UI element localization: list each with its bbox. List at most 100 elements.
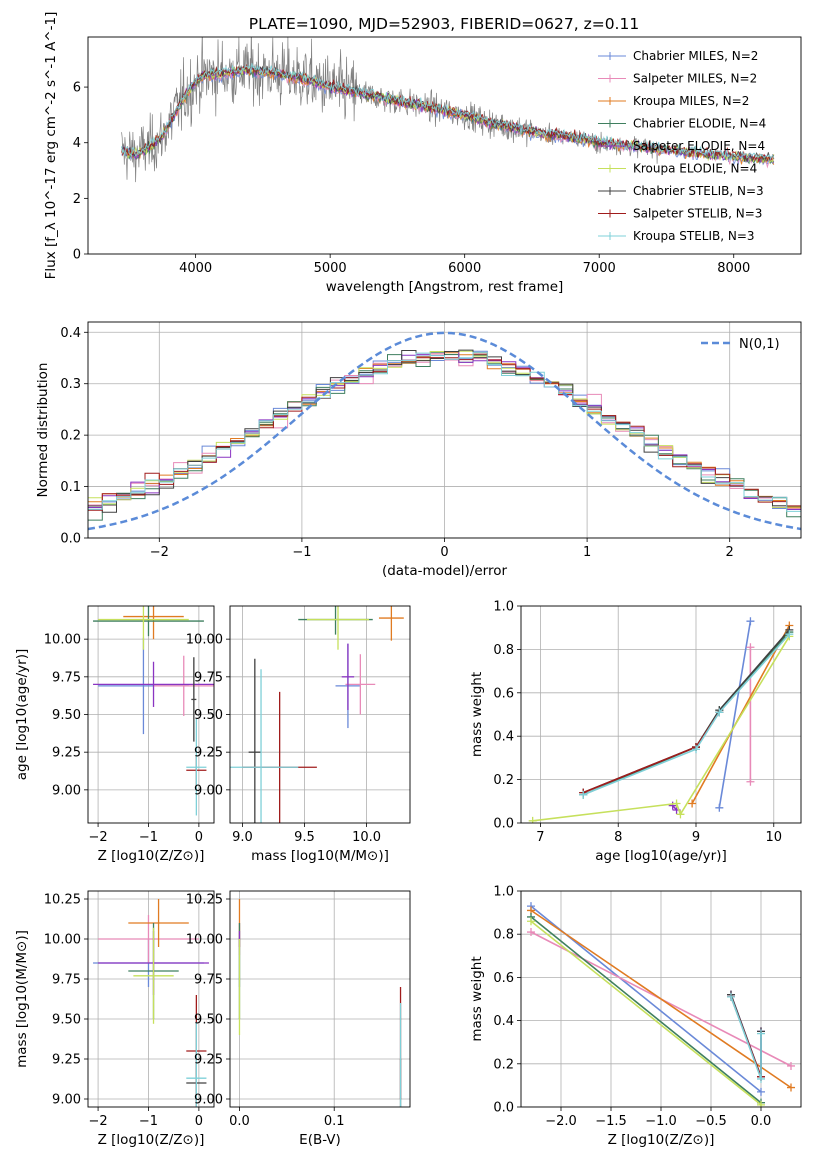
spectrum-ylabel: Flux [f_λ 10^-17 erg cm^-2 s^-1 A^-1] <box>43 12 59 280</box>
massweight_vs_Z-ytick-label: 0.2 <box>493 1057 514 1072</box>
mass_vs_Z-ytick-label: 9.50 <box>52 1013 81 1028</box>
spectrum-frame <box>87 36 802 255</box>
mass_vs_EBV-axes: 0.0 0.1 9.00 9.25 9.50 9.75 10.00 10.25 E(B-V) <box>186 890 411 1148</box>
residuals-ylabel: Normed distribution <box>35 363 51 498</box>
massweight_vs_Z-xtick-label: −1.5 <box>595 1114 627 1129</box>
massweight_vs_age-series-line <box>532 635 790 822</box>
massweight_vs_age-xtick-label: 9 <box>692 830 700 845</box>
massweight_vs_Z-point-marker <box>757 1074 765 1083</box>
massweight_vs_Z-series-line <box>530 920 762 1106</box>
legend-label: Chabrier ELODIE, N=4 <box>633 117 766 131</box>
age_vs_Z-xtick-label: 0 <box>195 830 203 845</box>
massweight_vs_Z-ytick-label: 1.0 <box>493 885 514 900</box>
mass_vs_Z-axes: −2 −1 0 9.00 9.25 9.50 9.75 10.00 10.25 Z [log10(… <box>14 890 215 1148</box>
massweight_vs_Z-point-marker <box>727 992 735 1001</box>
massweight_vs_age-xtick-label: 10 <box>766 830 783 845</box>
legend-label: Chabrier STELIB, N=3 <box>633 184 764 198</box>
legend-marker <box>606 97 614 105</box>
residual-legend: N(0,1) <box>701 337 780 352</box>
massweight_vs_age-point-marker <box>692 745 700 754</box>
massweight_vs_age-plot-area <box>521 606 801 823</box>
massweight_vs_Z-point-marker <box>757 1029 765 1038</box>
massweight_vs_Z-point-marker <box>527 928 535 937</box>
residuals-ytick-label: 0.4 <box>60 326 81 341</box>
massweight_vs_Z-xtick-label: −1.0 <box>645 1114 677 1129</box>
age_vs_Z-ytick-label: 9.75 <box>52 670 81 685</box>
age_vs_Z-ytick-label: 10.00 <box>44 633 81 648</box>
massweight_vs_age-point-marker <box>746 617 755 626</box>
age_vs_mass-plot-area <box>230 606 410 823</box>
residual-legend-label: N(0,1) <box>739 337 780 352</box>
residuals-axes: −2 −1 0 1 2 0.0 0.1 0.2 0.3 0.4 (data-model)/error… <box>35 321 802 579</box>
legend-label: Kroupa MILES, N=2 <box>633 94 749 108</box>
age_vs_mass-ytick-label: 9.75 <box>194 670 223 685</box>
massweight_vs_age-ytick-label: 0.0 <box>493 817 514 832</box>
residuals-ytick-label: 0.3 <box>60 377 81 392</box>
massweight_vs_age-point-marker <box>715 708 724 717</box>
mass_vs_Z-ytick-label: 9.00 <box>52 1093 81 1108</box>
massweight_vs_Z-axes: −2.0 −1.5 −1.0 −0.5 0.0 0.0 0.2 0.4 0.6 0.8 1.0 Z [… <box>469 885 802 1148</box>
residuals-plot-area <box>88 322 801 538</box>
massweight_vs_Z-series-line <box>530 916 762 1104</box>
massweight_vs_age-point-marker <box>785 630 794 639</box>
mass_vs_Z-ylabel: mass [log10(M/M⊙)] <box>14 930 30 1068</box>
massweight_vs_age-ylabel: mass weight <box>469 672 485 757</box>
massweight_vs_age-point-marker <box>579 790 588 799</box>
mass_vs_Z-xtick-label: −2 <box>88 1114 107 1129</box>
massweight_vs_age-axes: 7 8 9 10 0.0 0.2 0.4 0.6 0.8 1.0 age [log10(age/yr… <box>469 600 802 864</box>
mass_vs_Z-ytick-label: 9.75 <box>52 973 81 988</box>
massweight_vs_age-ytick-label: 0.6 <box>493 686 514 701</box>
massweight_vs_age-point-marker <box>715 803 724 812</box>
residuals-xlabel: (data-model)/error <box>382 563 508 579</box>
spectrum-xtick-label: 8000 <box>717 261 750 276</box>
residuals-xtick-label: −2 <box>150 545 169 560</box>
legend-label: Salpeter MILES, N=2 <box>633 72 757 86</box>
age_vs_Z-ylabel: age [log10(age/yr)] <box>14 649 30 781</box>
mass_vs_EBV-ytick-label: 9.25 <box>194 1053 223 1068</box>
age_vs_Z-xlabel: Z [log10(Z/Z⊙)] <box>98 848 205 864</box>
normal-reference-curve <box>88 331 801 531</box>
mass_vs_Z-xtick-label: 0 <box>195 1114 203 1129</box>
mass_vs_EBV-ytick-label: 10.25 <box>186 893 223 908</box>
legend-label: Salpeter ELODIE, N=4 <box>633 139 765 153</box>
spectrum-plot-area <box>121 37 775 183</box>
massweight_vs_age-point-marker <box>688 799 697 808</box>
residuals-ytick-label: 0.1 <box>60 480 81 495</box>
massweight_vs_age-series-line <box>582 711 720 794</box>
massweight_vs_age-series-line <box>582 633 790 796</box>
massweight_vs_age-point-marker <box>528 816 537 823</box>
age_vs_Z-frame <box>87 605 215 824</box>
massweight_vs_Z-point-marker <box>757 1087 765 1096</box>
mass_vs_EBV-xtick-label: 0.1 <box>324 1114 345 1129</box>
residual-histogram <box>88 351 801 512</box>
mass_vs_Z-ytick-label: 10.25 <box>44 893 81 908</box>
age_vs_mass-ytick-label: 10.00 <box>186 633 223 648</box>
legend-marker <box>606 164 614 173</box>
massweight_vs_age-series-line <box>718 621 752 808</box>
age_vs_mass-frame <box>229 605 411 824</box>
massweight_vs_Z-xtick-label: −2.0 <box>545 1114 577 1129</box>
spectrum-legend: Chabrier MILES, N=2 Salpeter MILES, N=2 Kr… <box>598 49 766 243</box>
age_vs_mass-xtick-label: 10.0 <box>352 830 381 845</box>
residuals-ytick-label: 0.2 <box>60 429 81 444</box>
legend-marker <box>606 142 614 150</box>
spectrum-ytick-label: 4 <box>73 136 81 151</box>
mass_vs_EBV-ytick-label: 9.00 <box>194 1093 223 1108</box>
massweight_vs_age-ytick-label: 1.0 <box>493 600 514 615</box>
legend-marker <box>606 74 614 83</box>
residuals-xtick-label: −1 <box>292 545 311 560</box>
age_vs_Z-ytick-label: 9.50 <box>52 708 81 723</box>
spectrum-ytick-label: 0 <box>73 248 81 263</box>
legend-label: Kroupa STELIB, N=3 <box>633 229 755 243</box>
mass_vs_EBV-ytick-label: 9.75 <box>194 973 223 988</box>
age_vs_Z-axes: −2 −1 0 9.00 9.25 9.50 9.75 10.00 Z [log10(Z/Z⊙)… <box>14 605 215 864</box>
massweight_vs_Z-point-marker <box>527 917 535 926</box>
spectrum-model-line <box>121 63 775 163</box>
age_vs_Z-ytick-label: 9.00 <box>52 783 81 798</box>
mass_vs_Z-plot-area <box>88 891 214 1107</box>
spectrum-model-line <box>121 63 775 161</box>
mass_vs_Z-xtick-label: −1 <box>139 1114 158 1129</box>
legend-label: Kroupa ELODIE, N=4 <box>633 162 757 176</box>
massweight_vs_Z-ytick-label: 0.8 <box>493 928 514 943</box>
